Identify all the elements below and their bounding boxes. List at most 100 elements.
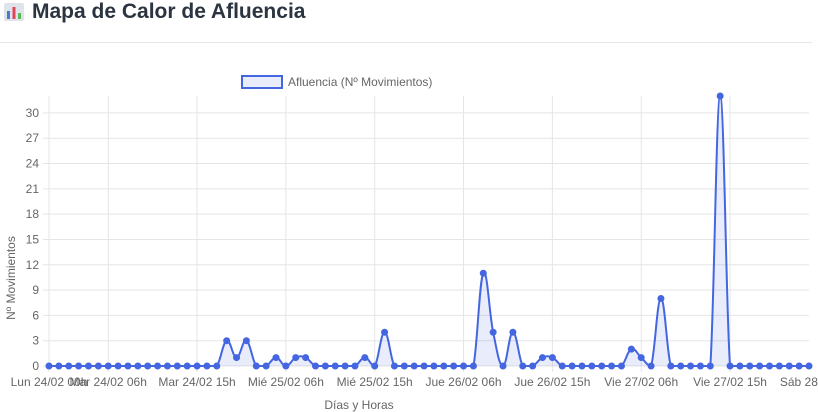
data-point[interactable]: [341, 362, 349, 370]
data-point[interactable]: [548, 354, 556, 362]
legend-label: Afluencia (Nº Movimientos): [288, 75, 432, 89]
data-point[interactable]: [588, 362, 596, 370]
page-title: Mapa de Calor de Afluencia: [32, 0, 306, 23]
data-point[interactable]: [726, 362, 734, 370]
data-point[interactable]: [647, 362, 655, 370]
data-point[interactable]: [351, 362, 359, 370]
data-point[interactable]: [499, 362, 507, 370]
data-point[interactable]: [420, 362, 428, 370]
data-point[interactable]: [203, 362, 211, 370]
data-point[interactable]: [785, 362, 793, 370]
data-point[interactable]: [233, 354, 241, 362]
data-point[interactable]: [223, 337, 231, 345]
data-point[interactable]: [381, 328, 389, 336]
data-point[interactable]: [390, 362, 398, 370]
data-point[interactable]: [65, 362, 73, 370]
x-tick-label: Mar 24/02 15h: [158, 375, 235, 389]
data-point[interactable]: [410, 362, 418, 370]
data-point[interactable]: [627, 345, 635, 353]
data-point[interactable]: [716, 92, 724, 100]
data-point[interactable]: [242, 337, 250, 345]
affluence-line-chart: Afluencia (Nº Movimientos) 0 3 6 9 12 15 18 21 2…: [4, 75, 818, 412]
data-point[interactable]: [519, 362, 527, 370]
data-point[interactable]: [292, 354, 300, 362]
data-point[interactable]: [706, 362, 714, 370]
chart-legend[interactable]: Afluencia (Nº Movimientos): [241, 75, 432, 89]
data-point[interactable]: [578, 362, 586, 370]
data-point[interactable]: [756, 362, 764, 370]
data-point[interactable]: [311, 362, 319, 370]
chart-grid: [43, 96, 809, 372]
data-point[interactable]: [558, 362, 566, 370]
data-point[interactable]: [637, 354, 645, 362]
data-point[interactable]: [84, 362, 92, 370]
data-point[interactable]: [45, 362, 53, 370]
series-points: [45, 92, 813, 370]
x-axis-title: Días y Horas: [324, 398, 393, 412]
series-line: [49, 94, 809, 368]
y-axis-title: Nº Movimientos: [4, 236, 18, 320]
data-point[interactable]: [509, 328, 517, 336]
x-tick-label: Lun 24/02 00h: [11, 375, 88, 389]
series-area: [49, 96, 809, 366]
data-point[interactable]: [321, 362, 329, 370]
data-point[interactable]: [262, 362, 270, 370]
data-point[interactable]: [173, 362, 181, 370]
x-tick-label: Mar 24/02 06h: [70, 375, 147, 389]
y-tick-label: 3: [32, 334, 39, 348]
data-point[interactable]: [302, 354, 310, 362]
data-point[interactable]: [736, 362, 744, 370]
data-point[interactable]: [696, 362, 704, 370]
data-point[interactable]: [104, 362, 112, 370]
data-point[interactable]: [598, 362, 606, 370]
data-point[interactable]: [667, 362, 675, 370]
data-point[interactable]: [766, 362, 774, 370]
data-point[interactable]: [55, 362, 63, 370]
data-point[interactable]: [568, 362, 576, 370]
data-point[interactable]: [469, 362, 477, 370]
data-point[interactable]: [617, 362, 625, 370]
data-point[interactable]: [193, 362, 201, 370]
data-point[interactable]: [795, 362, 803, 370]
data-point[interactable]: [539, 354, 547, 362]
data-point[interactable]: [775, 362, 783, 370]
data-point[interactable]: [183, 362, 191, 370]
x-tick-label: Vie 27/02 06h: [604, 375, 678, 389]
data-point[interactable]: [440, 362, 448, 370]
data-point[interactable]: [450, 362, 458, 370]
x-tick-label: Jue 26/02 06h: [426, 375, 502, 389]
data-point[interactable]: [479, 269, 487, 277]
y-tick-label: 6: [32, 308, 39, 322]
data-point[interactable]: [272, 354, 280, 362]
data-point[interactable]: [400, 362, 408, 370]
data-point[interactable]: [75, 362, 83, 370]
data-point[interactable]: [489, 328, 497, 336]
data-point[interactable]: [331, 362, 339, 370]
data-point[interactable]: [213, 362, 221, 370]
data-point[interactable]: [608, 362, 616, 370]
x-tick-label: Jue 26/02 15h: [514, 375, 590, 389]
data-point[interactable]: [805, 362, 813, 370]
data-point[interactable]: [430, 362, 438, 370]
data-point[interactable]: [163, 362, 171, 370]
data-point[interactable]: [134, 362, 142, 370]
bar-chart-icon: [4, 3, 24, 21]
data-point[interactable]: [746, 362, 754, 370]
data-point[interactable]: [460, 362, 468, 370]
data-point[interactable]: [282, 362, 290, 370]
data-point[interactable]: [361, 354, 369, 362]
data-point[interactable]: [677, 362, 685, 370]
data-point[interactable]: [124, 362, 132, 370]
data-point[interactable]: [252, 362, 260, 370]
y-tick-label: 9: [32, 283, 39, 297]
data-point[interactable]: [657, 295, 665, 302]
data-point[interactable]: [687, 362, 695, 370]
x-tick-label: Mié 25/02 15h: [337, 375, 413, 389]
data-point[interactable]: [114, 362, 122, 370]
data-point[interactable]: [371, 362, 379, 370]
legend-swatch: [241, 75, 283, 89]
data-point[interactable]: [529, 362, 537, 370]
data-point[interactable]: [94, 362, 102, 370]
data-point[interactable]: [144, 362, 152, 370]
data-point[interactable]: [154, 362, 162, 370]
